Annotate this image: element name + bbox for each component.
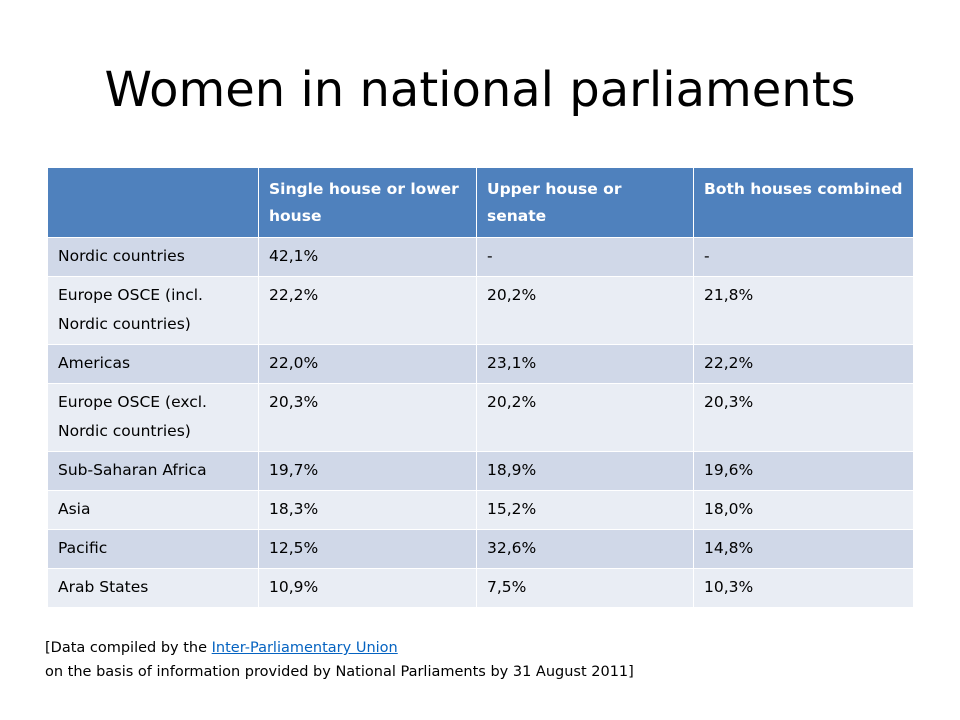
header-cell-upper-house: Upper house or senate	[476, 167, 694, 238]
region-cell: Arab States	[47, 568, 259, 608]
both-houses-cell: 10,3%	[693, 568, 914, 608]
region-cell: Sub-Saharan Africa	[47, 451, 259, 491]
both-houses-cell: -	[693, 237, 914, 277]
upper-house-cell: 20,2%	[476, 383, 694, 452]
table-row: Europe OSCE (excl. Nordic countries) 20,3…	[47, 383, 914, 452]
region-cell: Americas	[47, 344, 259, 384]
upper-house-cell: 23,1%	[476, 344, 694, 384]
both-houses-cell: 19,6%	[693, 451, 914, 491]
upper-house-cell: 18,9%	[476, 451, 694, 491]
header-cell-region	[47, 167, 259, 238]
table-row: Asia 18,3% 15,2% 18,0%	[47, 490, 914, 530]
both-houses-cell: 20,3%	[693, 383, 914, 452]
ipu-link[interactable]: Inter-Parliamentary Union	[211, 640, 398, 656]
single-house-cell: 42,1%	[258, 237, 477, 277]
both-houses-cell: 22,2%	[693, 344, 914, 384]
region-cell: Europe OSCE (incl. Nordic countries)	[47, 276, 259, 345]
parliament-table: Single house or lower house Upper house …	[47, 167, 914, 608]
table-row: Nordic countries 42,1% - -	[47, 237, 914, 277]
slide-title: Women in national parliaments	[104, 62, 856, 118]
single-house-cell: 20,3%	[258, 383, 477, 452]
table-row: Americas 22,0% 23,1% 22,2%	[47, 344, 914, 384]
table-row: Pacific 12,5% 32,6% 14,8%	[47, 529, 914, 569]
single-house-cell: 12,5%	[258, 529, 477, 569]
source-note-prefix: [Data compiled by the	[45, 640, 212, 656]
upper-house-cell: -	[476, 237, 694, 277]
single-house-cell: 10,9%	[258, 568, 477, 608]
region-cell: Asia	[47, 490, 259, 530]
single-house-cell: 22,2%	[258, 276, 477, 345]
source-note-line-2: on the basis of information provided by …	[45, 664, 634, 680]
header-cell-single-house: Single house or lower house	[258, 167, 477, 238]
upper-house-cell: 20,2%	[476, 276, 694, 345]
both-houses-cell: 21,8%	[693, 276, 914, 345]
header-cell-both-houses: Both houses combined	[693, 167, 914, 238]
upper-house-cell: 32,6%	[476, 529, 694, 569]
both-houses-cell: 14,8%	[693, 529, 914, 569]
upper-house-cell: 7,5%	[476, 568, 694, 608]
table-row: Europe OSCE (incl. Nordic countries) 22,2…	[47, 276, 914, 345]
upper-house-cell: 15,2%	[476, 490, 694, 530]
source-note-line-1: [Data compiled by the Inter-Parliamentar…	[45, 636, 634, 660]
table-row: Sub-Saharan Africa 19,7% 18,9% 19,6%	[47, 451, 914, 491]
region-cell: Europe OSCE (excl. Nordic countries)	[47, 383, 259, 452]
single-house-cell: 19,7%	[258, 451, 477, 491]
region-cell: Pacific	[47, 529, 259, 569]
single-house-cell: 22,0%	[258, 344, 477, 384]
table-row: Arab States 10,9% 7,5% 10,3%	[47, 568, 914, 608]
region-cell: Nordic countries	[47, 237, 259, 277]
table-header-row: Single house or lower house Upper house …	[47, 167, 914, 238]
single-house-cell: 18,3%	[258, 490, 477, 530]
both-houses-cell: 18,0%	[693, 490, 914, 530]
source-note: [Data compiled by the Inter-Parliamentar…	[45, 636, 634, 684]
